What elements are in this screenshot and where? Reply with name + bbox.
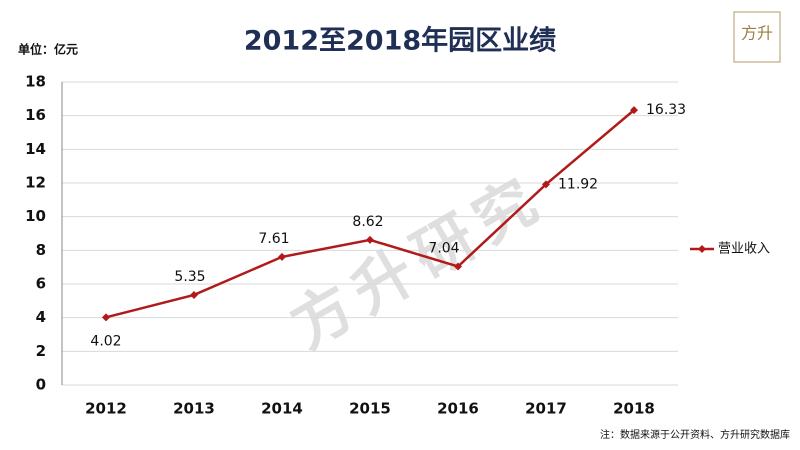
data-label: 7.04 [428,240,459,256]
x-tick-label: 2018 [613,400,655,418]
data-label: 7.61 [258,231,289,247]
footnote: 注：数据来源于公开资料、方升研究数据库 [600,428,790,441]
y-tick-label: 18 [25,73,46,91]
marker [454,262,462,271]
data-label: 11.92 [558,176,598,192]
legend-label: 营业收入 [718,242,770,257]
marker [630,106,638,115]
unit-label: 单位：亿元 [18,42,78,57]
marker [542,180,550,189]
x-tick-label: 2017 [525,400,567,418]
y-tick-label: 14 [25,140,46,158]
y-tick-label: 10 [25,207,46,225]
data-label: 16.33 [646,102,686,118]
x-tick-label: 2016 [437,400,479,418]
y-tick-label: 2 [36,342,46,360]
data-label: 8.62 [352,214,383,230]
y-tick-label: 8 [36,241,46,259]
x-tick-label: 2013 [173,400,215,418]
y-tick-label: 0 [36,376,46,394]
y-tick-label: 6 [36,275,46,293]
y-tick-label: 12 [25,174,46,192]
marker [102,313,110,322]
marker [366,235,374,244]
x-tick-label: 2014 [261,400,303,418]
x-tick-label: 2015 [349,400,391,418]
marker [278,252,286,261]
data-label: 5.35 [174,269,205,285]
watermark: 方升研究 [280,162,557,363]
logo-box: 方升 [733,11,781,63]
legend-marker [698,245,706,253]
data-label: 4.02 [90,333,121,349]
y-tick-label: 16 [25,106,46,124]
logo-text: 方升 [741,24,773,43]
logo-frame [733,11,781,63]
y-tick-label: 4 [36,308,46,326]
marker [190,290,198,299]
chart-title: 2012至2018年园区业绩 [244,25,556,57]
x-tick-label: 2012 [85,400,127,418]
